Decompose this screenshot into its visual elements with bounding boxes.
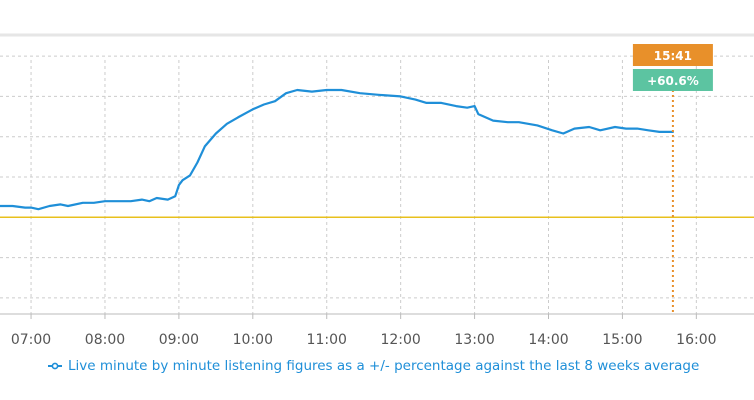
cursor-time-label: 15:41 (654, 49, 692, 63)
x-tick-label: 09:00 (159, 332, 199, 348)
x-tick-label: 12:00 (380, 332, 420, 348)
x-tick-label: 11:00 (307, 332, 347, 348)
cursor-time-badge-bg (632, 44, 713, 66)
legend-label: Live minute by minute listening figures … (68, 358, 700, 374)
x-tick-label: 10:00 (233, 332, 273, 348)
x-tick-label: 15:00 (602, 332, 642, 348)
x-tick-label: 13:00 (454, 332, 494, 348)
cursor-value-badge-bg (632, 69, 713, 91)
series-line (0, 88, 674, 211)
x-tick-label: 14:00 (528, 332, 568, 348)
cursor-time-badge: 15:41 (632, 44, 713, 66)
x-tick-label: 08:00 (85, 332, 125, 348)
legend[interactable]: Live minute by minute listening figures … (48, 358, 699, 374)
cursor-value-label: +60.6% (647, 74, 699, 88)
line-with-circle-icon (48, 362, 62, 370)
x-tick-label: 16:00 (676, 332, 716, 348)
cursor-value-badge: +60.6% (632, 69, 713, 91)
x-tick-label: 07:00 (11, 332, 51, 348)
